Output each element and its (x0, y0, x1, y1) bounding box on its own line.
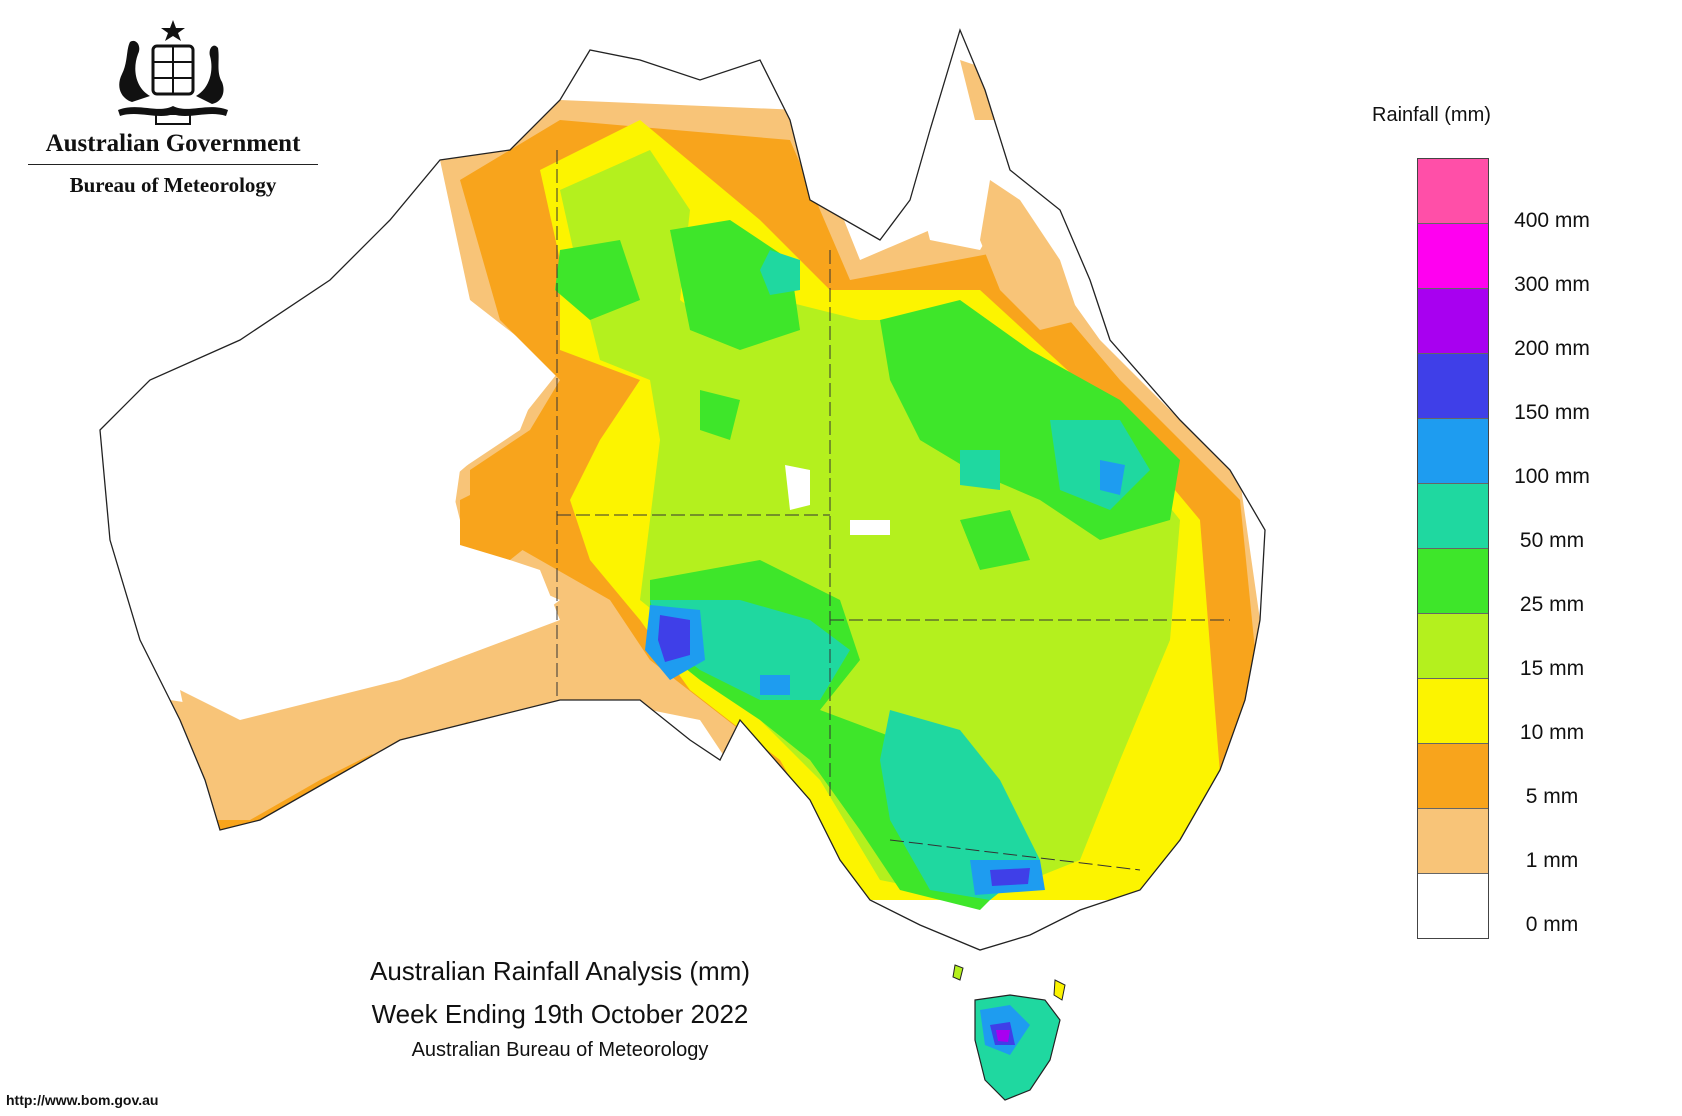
legend-swatch (1418, 288, 1488, 353)
legend-labels: 400 mm 300 mm 200 mm 150 mm 100 mm 50 mm 25 mm… (1497, 0, 1617, 1116)
legend-label: 150 mm (1514, 401, 1590, 424)
legend-label: 0 mm (1525, 913, 1579, 936)
legend-label: 15 mm (1519, 657, 1585, 680)
legend-label: 50 mm (1519, 529, 1585, 552)
legend-swatch (1418, 223, 1488, 288)
bureau-name: Bureau of Meteorology (69, 173, 277, 197)
coat-of-arms-icon (118, 20, 228, 125)
map-organisation: Australian Bureau of Meteorology (411, 1039, 709, 1061)
legend-colorbar (1417, 158, 1489, 939)
government-logo: Australian Government Bureau of Meteorol… (28, 18, 318, 198)
legend-label: 5 mm (1525, 785, 1579, 808)
legend-swatch (1418, 743, 1488, 808)
legend-swatch (1418, 678, 1488, 743)
legend-label: 300 mm (1514, 273, 1590, 296)
legend-label: 200 mm (1514, 337, 1590, 360)
government-name: Australian Government (28, 130, 318, 165)
legend-swatch (1418, 873, 1488, 938)
legend-swatch (1418, 159, 1488, 223)
legend-swatch (1418, 353, 1488, 418)
source-url: http://www.bom.gov.au (6, 1092, 159, 1108)
legend-swatch (1418, 483, 1488, 548)
legend-swatch (1418, 613, 1488, 678)
map-title-block: Australian Rainfall Analysis (mm) Week E… (300, 950, 820, 1064)
legend-swatch (1418, 548, 1488, 613)
legend-title: Rainfall (mm) (1372, 104, 1491, 126)
legend-label: 1 mm (1525, 849, 1579, 872)
legend-swatch (1418, 418, 1488, 483)
legend-label: 100 mm (1514, 465, 1590, 488)
legend-label: 400 mm (1514, 209, 1590, 232)
legend-swatch (1418, 808, 1488, 873)
legend-label: 25 mm (1519, 593, 1585, 616)
legend-label: 10 mm (1519, 721, 1585, 744)
map-title: Australian Rainfall Analysis (mm) (369, 956, 750, 986)
map-period: Week Ending 19th October 2022 (371, 999, 749, 1029)
